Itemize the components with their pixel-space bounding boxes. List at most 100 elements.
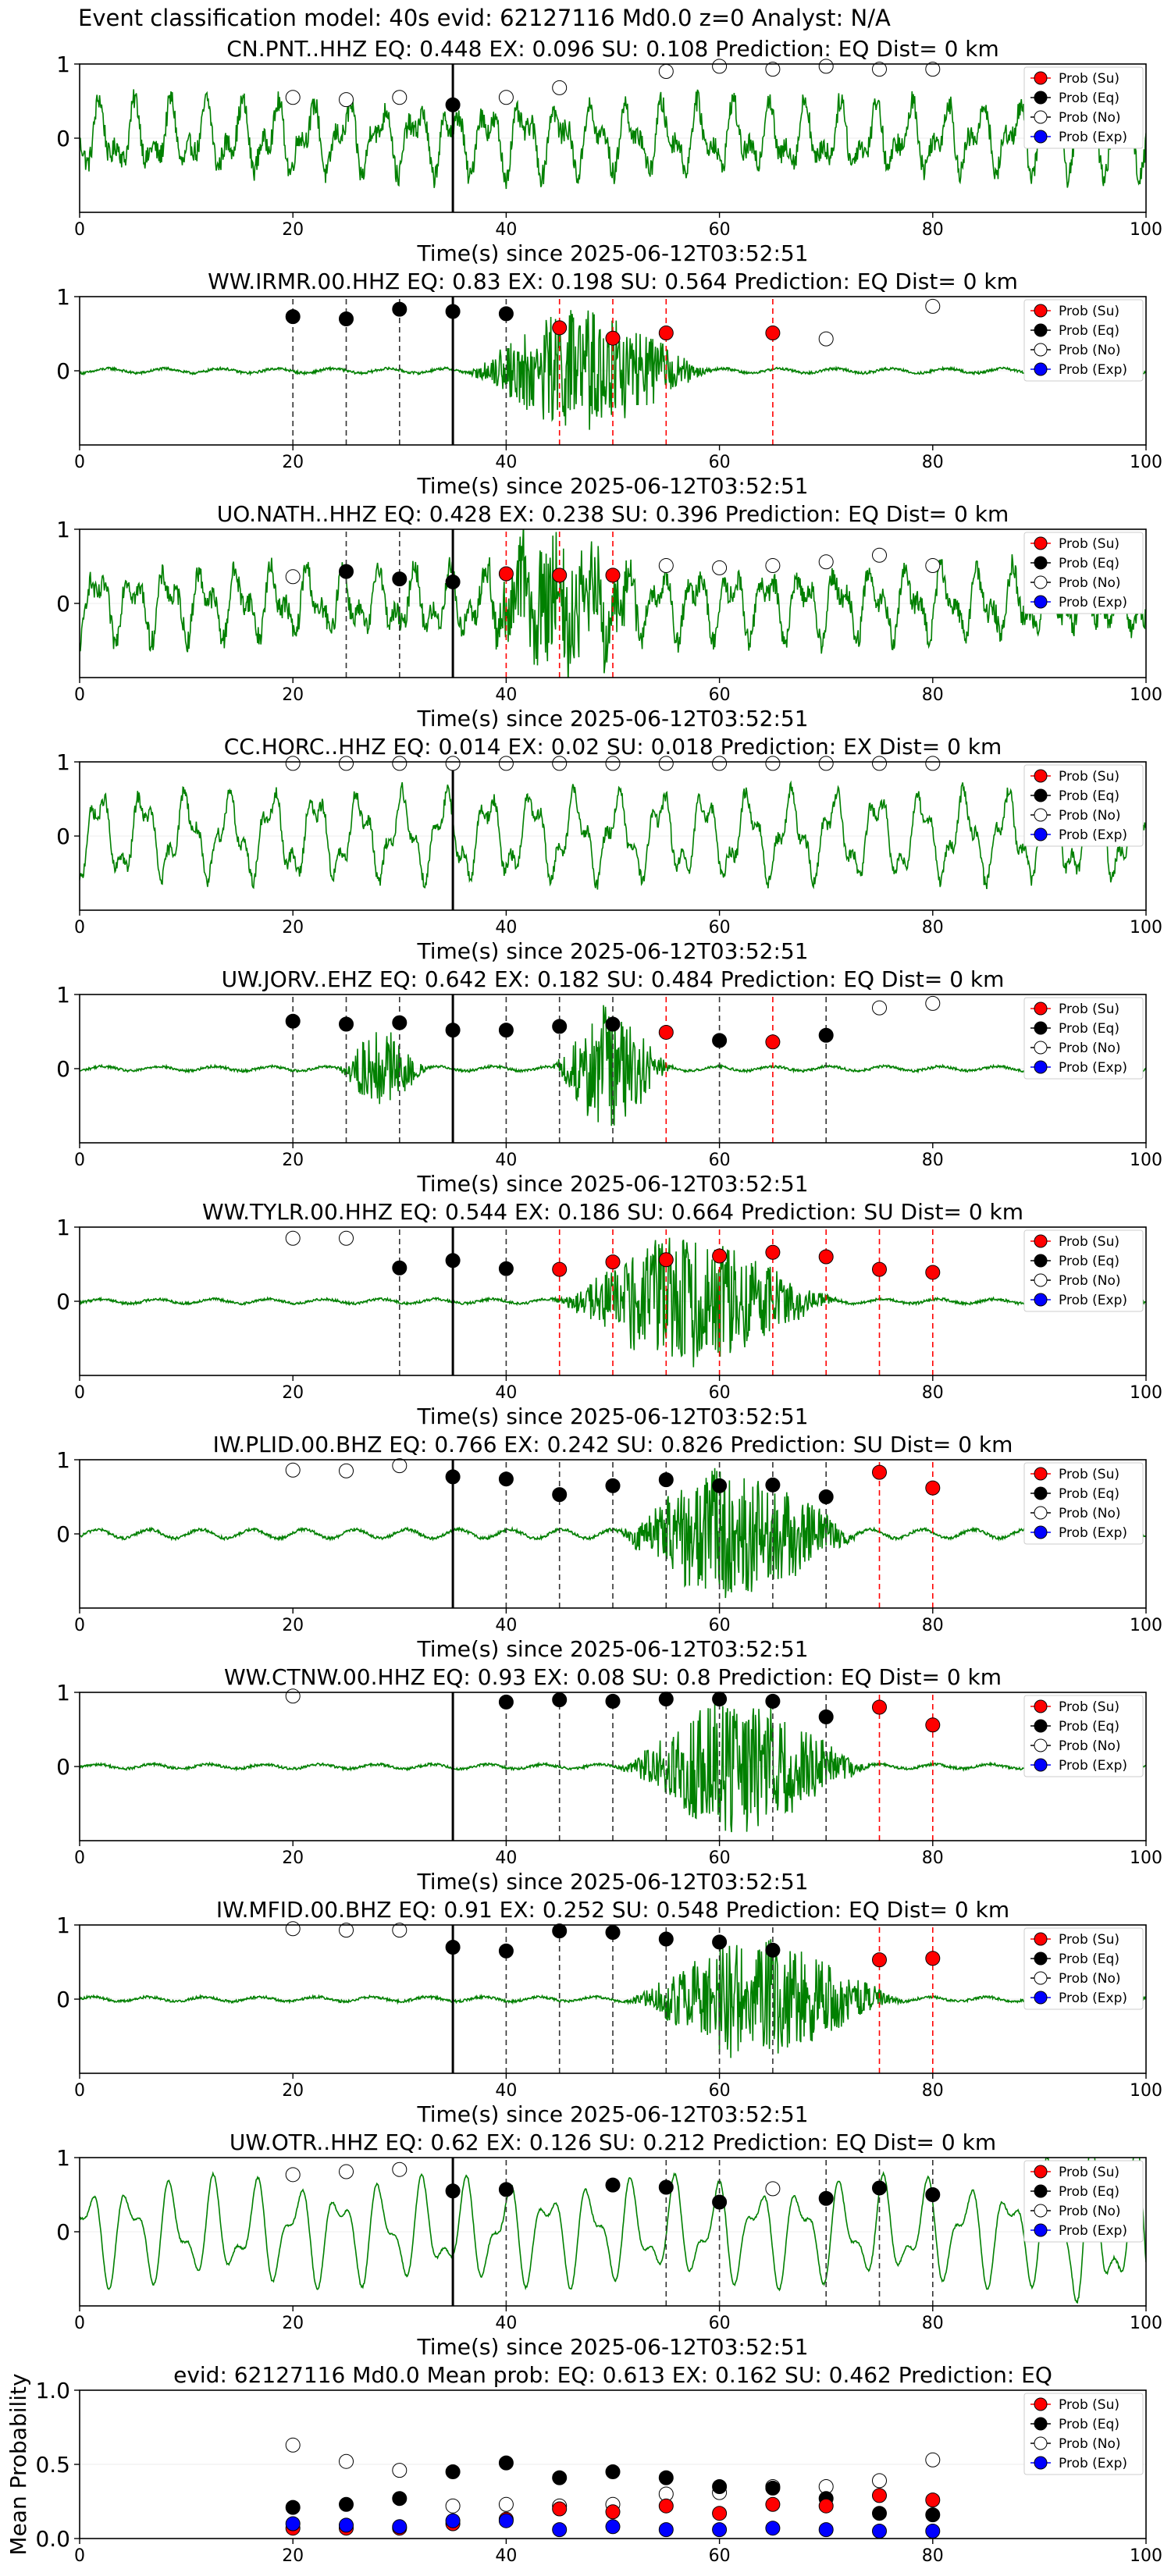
prob-marker-no <box>285 90 301 105</box>
x-axis-label: Time(s) since 2025-06-12T03:52:51 <box>416 1869 808 1895</box>
legend-marker <box>1034 808 1048 822</box>
y-tick-label: 0.5 <box>35 2452 70 2478</box>
prob-marker-eq <box>498 1943 514 1959</box>
legend-box <box>1023 997 1144 1080</box>
waveform-group <box>80 2158 1146 2304</box>
waveform-trace <box>80 529 1146 678</box>
legend-label: Prob (Eq) <box>1059 2417 1119 2432</box>
legend-label: Prob (Su) <box>1059 1234 1119 1250</box>
prob-marker-no <box>285 1921 301 1937</box>
prob-marker-eq <box>552 1692 568 1707</box>
prob-marker-no <box>872 547 887 563</box>
x-tick-label: 40 <box>495 2314 517 2333</box>
chart-panel-5: UW.JORV..EHZ EQ: 0.642 EX: 0.182 SU: 0.4… <box>56 966 1162 1197</box>
chart-title: UW.JORV..EHZ EQ: 0.642 EX: 0.182 SU: 0.4… <box>222 966 1005 992</box>
prob-marker-eq <box>765 1693 781 1709</box>
prob-marker-su <box>925 1480 941 1496</box>
x-tick-label: 60 <box>709 1616 731 1635</box>
prob-marker-no <box>765 558 781 574</box>
chart-panel-10: UW.OTR..HHZ EQ: 0.62 EX: 0.126 SU: 0.212… <box>56 2129 1162 2360</box>
prob-marker-eq <box>445 574 461 589</box>
prob-marker-no <box>285 1462 301 1478</box>
chart-panel-9: IW.MFID.00.BHZ EQ: 0.91 EX: 0.252 SU: 0.… <box>56 1897 1162 2127</box>
waveform-group <box>80 1703 1146 1833</box>
waveform-group <box>80 1237 1146 1368</box>
legend-label: Prob (Eq) <box>1059 788 1119 804</box>
figure-title: Event classification model: 40s evid: 62… <box>78 5 891 31</box>
prob-marker-su <box>818 1249 834 1265</box>
mean-prob-marker-eq <box>765 2480 781 2496</box>
chart-title: CN.PNT..HHZ EQ: 0.448 EX: 0.096 SU: 0.10… <box>226 36 999 62</box>
x-tick-label: 80 <box>922 685 944 705</box>
y-tick-label: 1 <box>56 1912 70 1938</box>
legend-marker <box>1034 130 1048 144</box>
prob-marker-eq <box>658 1931 674 1947</box>
chart-panel-3: UO.NATH..HHZ EQ: 0.428 EX: 0.238 SU: 0.3… <box>56 501 1162 731</box>
prob-marker-no <box>605 756 621 771</box>
legend-label: Prob (Eq) <box>1059 323 1119 339</box>
y-tick-label: 0 <box>56 1987 70 2012</box>
legend-label: Prob (No) <box>1059 343 1121 358</box>
waveform-group <box>80 780 1146 890</box>
mean-prob-marker-eq <box>339 2496 354 2512</box>
prob-marker-no <box>339 756 354 771</box>
x-tick-label: 0 <box>74 453 85 472</box>
legend-marker <box>1034 110 1048 124</box>
chart-title: WW.CTNW.00.HHZ EQ: 0.93 EX: 0.08 SU: 0.8… <box>224 1664 1002 1690</box>
legend-marker <box>1034 1486 1048 1500</box>
legend-label: Prob (Exp) <box>1059 2223 1127 2239</box>
x-tick-label: 60 <box>709 685 731 705</box>
prob-marker-su <box>498 566 514 582</box>
prob-marker-eq <box>818 1489 834 1504</box>
prob-marker-no <box>818 59 834 74</box>
y-tick-label: 1 <box>56 517 70 543</box>
legend-marker <box>1034 1002 1048 1016</box>
legend-marker <box>1034 1932 1048 1946</box>
legend-label: Prob (Su) <box>1059 1467 1119 1482</box>
x-tick-label: 20 <box>282 2081 304 2101</box>
legend-marker <box>1034 788 1048 802</box>
mean-prob-marker-su <box>818 2498 834 2514</box>
prob-marker-no <box>285 1688 301 1704</box>
legend-label: Prob (No) <box>1059 575 1121 591</box>
legend-marker <box>1034 2456 1048 2470</box>
prob-marker-no <box>658 756 674 771</box>
legend-marker <box>1034 1467 1048 1481</box>
prob-marker-eq <box>445 304 461 319</box>
prob-marker-no <box>872 756 887 771</box>
prob-marker-eq <box>498 306 514 322</box>
legend-label: Prob (Su) <box>1059 2397 1119 2413</box>
prob-marker-eq <box>339 564 354 579</box>
legend-marker <box>1034 1719 1048 1733</box>
legend-marker <box>1034 575 1048 589</box>
legend-label: Prob (Su) <box>1059 1932 1119 1948</box>
legend-label: Prob (No) <box>1059 1971 1121 1987</box>
prob-marker-no <box>285 2167 301 2183</box>
x-tick-label: 40 <box>495 220 517 240</box>
y-tick-label: 0 <box>56 591 70 617</box>
prob-marker-eq <box>712 1478 728 1493</box>
legend-marker <box>1034 536 1048 550</box>
prob-marker-su <box>765 1244 781 1260</box>
chart-title: WW.IRMR.00.HHZ EQ: 0.83 EX: 0.198 SU: 0.… <box>208 269 1018 294</box>
mean-prob-marker-su <box>605 2504 621 2520</box>
prob-marker-eq <box>392 571 408 587</box>
prob-marker-eq <box>818 2190 834 2206</box>
legend-marker <box>1034 2397 1048 2411</box>
prob-marker-eq <box>712 2194 728 2210</box>
legend-label: Prob (No) <box>1059 1738 1121 1754</box>
legend-label: Prob (Exp) <box>1059 1991 1127 2006</box>
prob-marker-eq <box>445 2183 461 2199</box>
x-tick-label: 40 <box>495 918 517 938</box>
prob-marker-eq <box>392 1260 408 1276</box>
mean-prob-marker-eq <box>872 2506 887 2521</box>
y-tick-label: 1 <box>56 2145 70 2171</box>
x-tick-label: 100 <box>1130 1848 1162 1868</box>
waveform-trace <box>80 1703 1146 1833</box>
chart-title: UW.OTR..HHZ EQ: 0.62 EX: 0.126 SU: 0.212… <box>230 2129 996 2155</box>
prob-marker-no <box>765 62 781 77</box>
waveform-group <box>80 1005 1146 1126</box>
prob-marker-no <box>818 756 834 771</box>
prob-marker-eq <box>818 1709 834 1724</box>
y-tick-label: 0 <box>56 824 70 849</box>
